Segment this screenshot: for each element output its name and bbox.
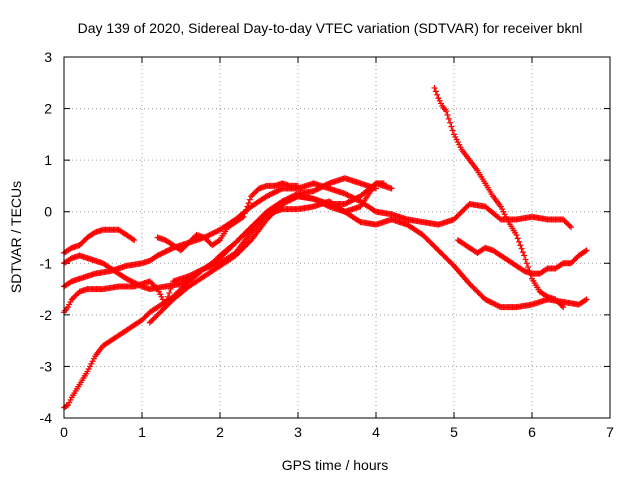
y-tick-label: -2 (40, 307, 53, 323)
data-point (518, 245, 525, 252)
data-point (566, 222, 573, 229)
data-point (239, 214, 246, 221)
data-point (432, 88, 439, 95)
y-tick-label: 3 (44, 49, 52, 65)
data-point (215, 237, 222, 244)
series-track-h (431, 84, 567, 311)
data-point (543, 292, 550, 299)
data-point (166, 289, 173, 296)
data-point (244, 203, 251, 210)
data-point (513, 231, 520, 238)
data-point (560, 304, 567, 311)
data-point (521, 252, 528, 259)
data-point (168, 282, 175, 289)
data-point (246, 238, 253, 245)
y-tick-label: -1 (40, 255, 53, 271)
data-point (240, 213, 247, 220)
plot-frame (63, 56, 611, 419)
data-point (246, 196, 253, 203)
y-axis-label: SDTVAR / TECUs (8, 181, 24, 293)
data-point (241, 210, 248, 217)
y-tick-label: -4 (40, 410, 53, 426)
data-point (525, 264, 532, 271)
data-point (582, 297, 589, 304)
y-tick-label: 2 (44, 101, 52, 117)
data-point (153, 284, 160, 291)
x-tick-label: 0 (60, 424, 68, 440)
data-point (516, 238, 522, 245)
axis-ticks: 0 1 2 3 4 5 6 7 -4 -3 -2 -1 0 1 2 3 (40, 49, 615, 440)
data-point (129, 236, 136, 243)
data-point (523, 260, 530, 267)
grid (64, 57, 610, 418)
data-point (519, 249, 526, 256)
data-point (522, 256, 529, 263)
x-tick-label: 3 (294, 424, 302, 440)
data-point (514, 235, 521, 242)
data-point (388, 185, 395, 192)
data-point (380, 180, 387, 187)
data-point (243, 206, 249, 213)
data-point (543, 266, 550, 273)
data-point (582, 248, 589, 255)
data-point (517, 242, 524, 249)
data-point (568, 224, 574, 231)
data-point (63, 402, 70, 409)
x-tick-label: 7 (606, 424, 614, 440)
data-point (445, 115, 452, 122)
data-point (448, 123, 455, 130)
series-track-f (146, 180, 387, 326)
series-track-i (454, 237, 590, 277)
data-point (434, 91, 441, 98)
data-point (131, 237, 138, 244)
data-point (443, 108, 450, 115)
data-point (558, 302, 565, 309)
data-point (167, 286, 174, 293)
data-point (583, 247, 590, 254)
x-tick-label: 1 (138, 424, 146, 440)
series-track-d (61, 198, 590, 411)
y-tick-label: 1 (44, 152, 52, 168)
data-series (61, 84, 590, 411)
chart-title: Day 139 of 2020, Sidereal Day-to-day VTE… (78, 20, 583, 36)
data-point (165, 293, 171, 300)
data-point (583, 296, 590, 303)
series-track-e (61, 175, 379, 316)
series-track-g (154, 180, 301, 254)
data-point (295, 182, 301, 189)
x-tick-label: 2 (216, 424, 224, 440)
y-tick-label: 0 (44, 204, 52, 220)
data-point (431, 84, 438, 91)
series-track-c (61, 180, 574, 290)
x-axis-label: GPS time / hours (282, 457, 389, 473)
data-point (449, 127, 456, 134)
series-track-a (61, 226, 138, 256)
x-tick-label: 5 (450, 424, 458, 440)
x-tick-label: 4 (372, 424, 380, 440)
y-tick-label: -3 (40, 358, 53, 374)
data-point (245, 200, 252, 207)
series-track-b (61, 180, 395, 293)
data-point (444, 112, 451, 119)
data-point (447, 119, 454, 126)
x-tick-label: 6 (528, 424, 536, 440)
